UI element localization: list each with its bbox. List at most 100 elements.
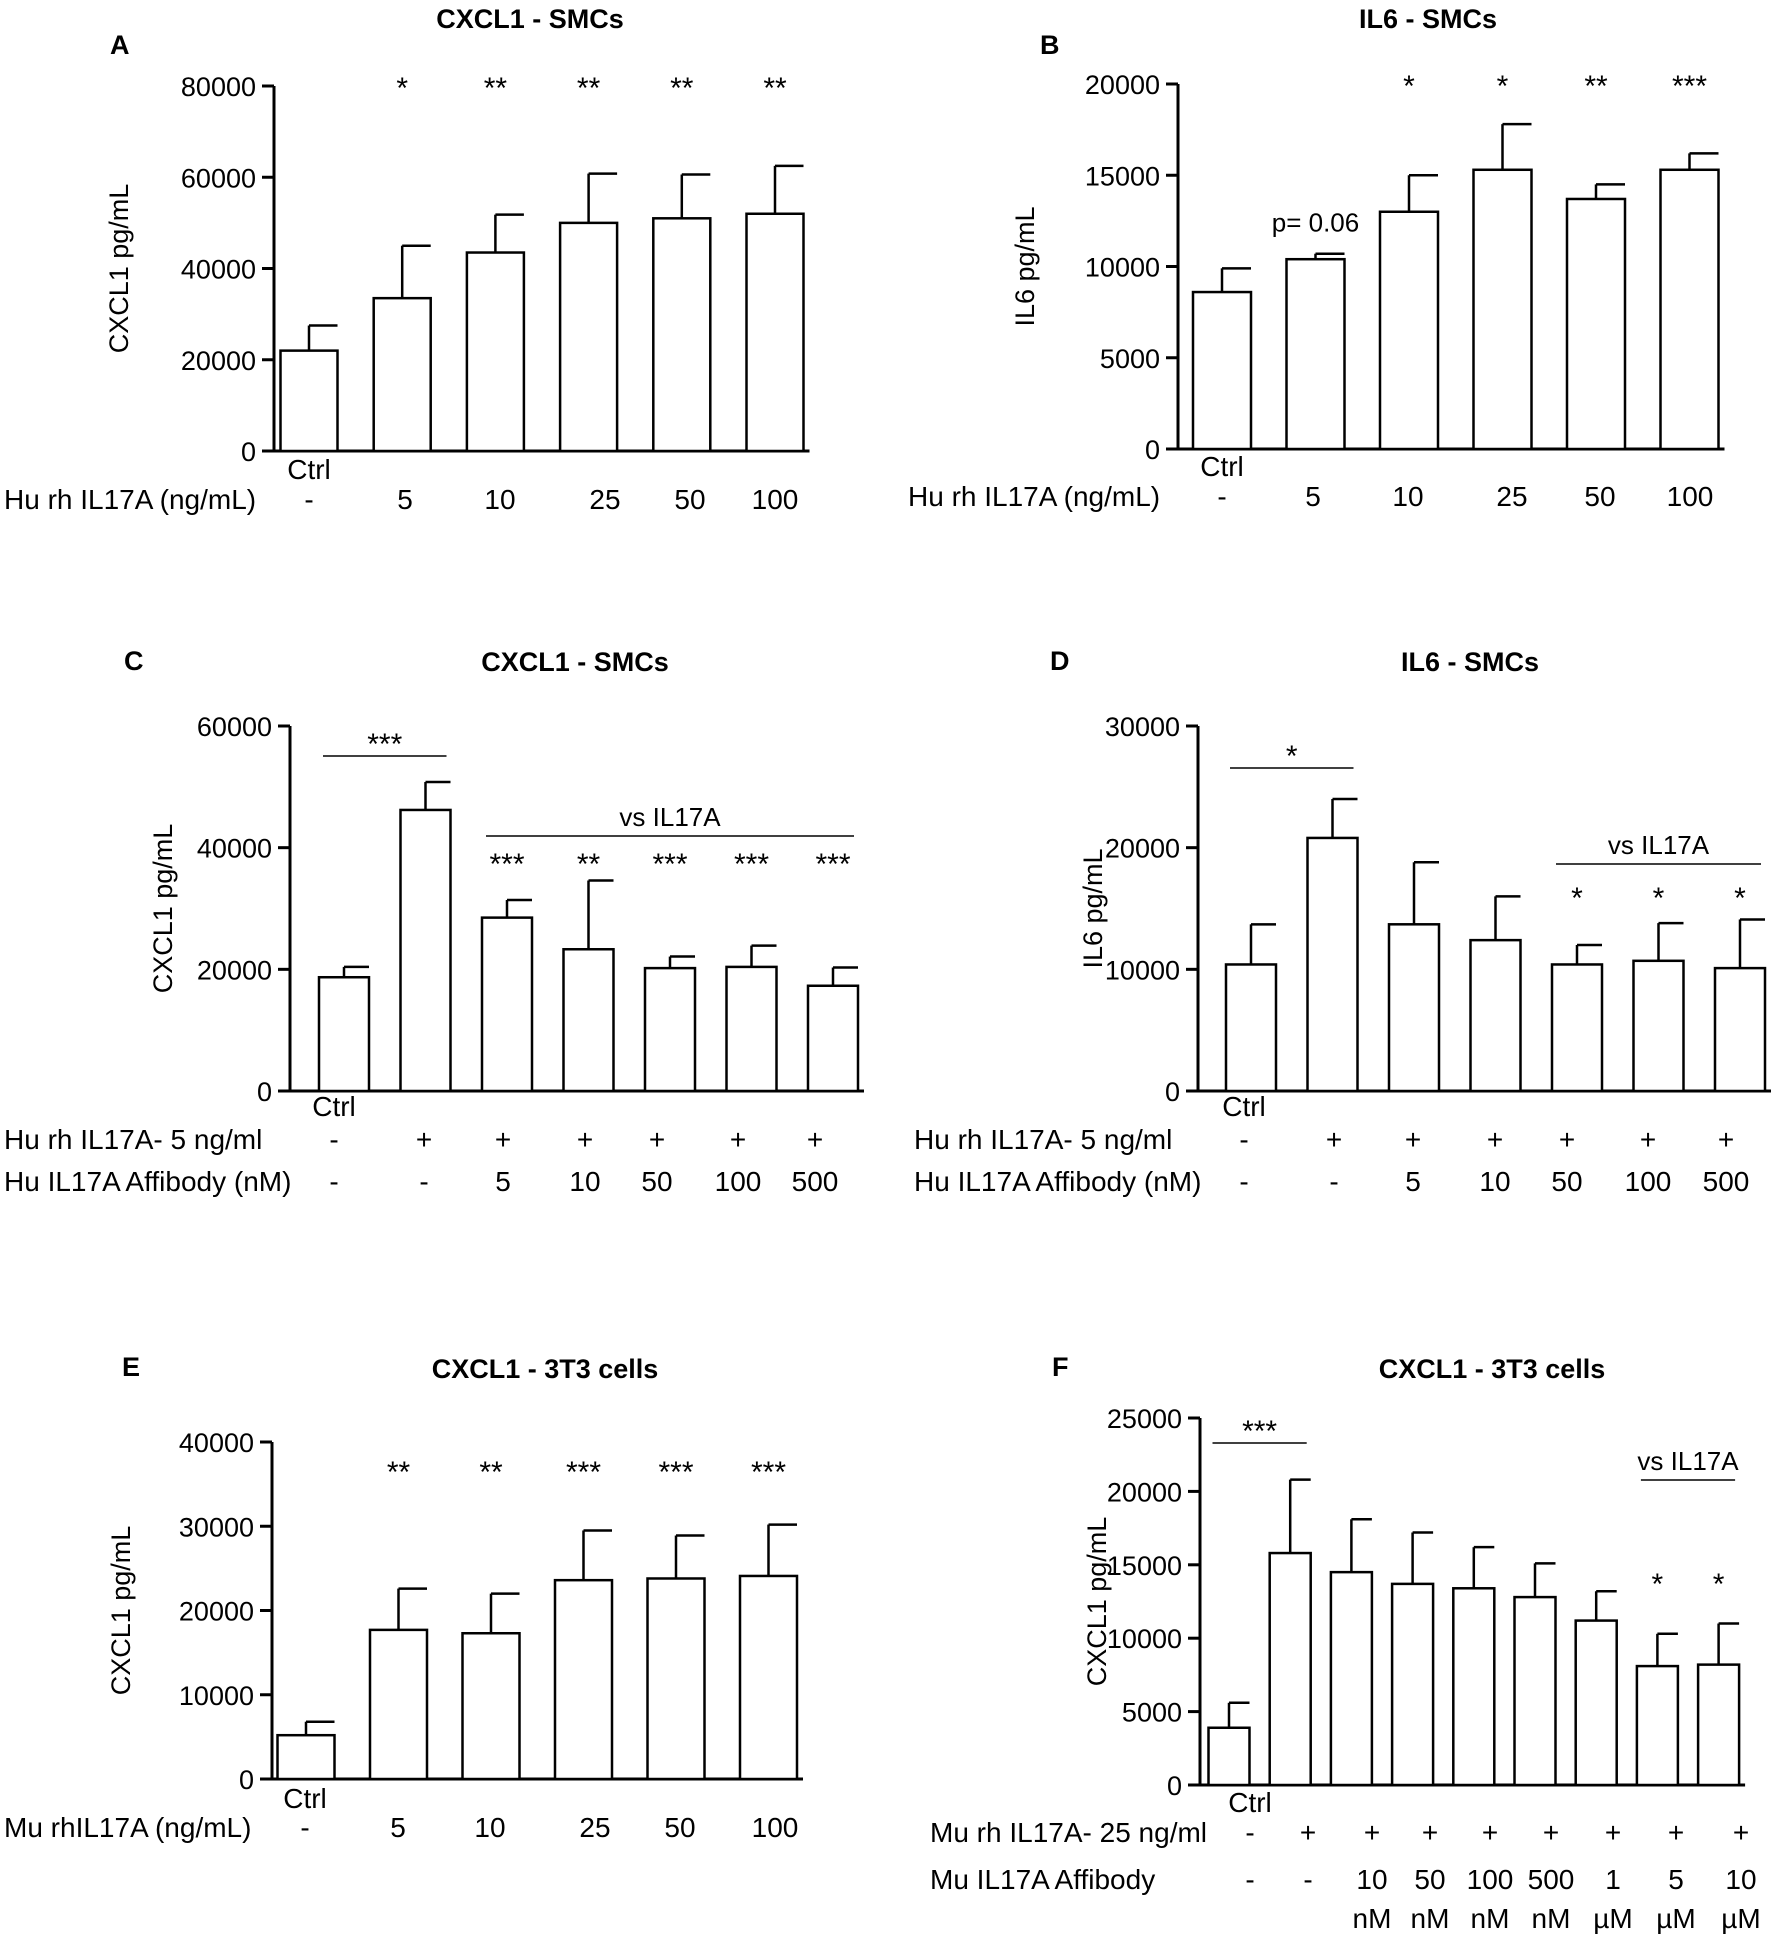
- condition-value: +: [649, 1124, 665, 1155]
- condition-value: 5: [1305, 481, 1321, 512]
- y-tick-label: 0: [1165, 1077, 1180, 1107]
- significance-mark: ***: [658, 1456, 693, 1489]
- significance-mark: *: [1734, 882, 1746, 915]
- condition-value: +: [1559, 1124, 1575, 1155]
- condition-value: -: [1245, 1817, 1254, 1848]
- bar: [1268, 1551, 1312, 1787]
- chart-title: IL6 - SMCs: [1359, 4, 1497, 34]
- condition-value: +: [1482, 1817, 1498, 1848]
- y-tick-label: 60000: [181, 163, 256, 193]
- significance-mark: ***: [815, 848, 850, 881]
- bar: [738, 1574, 799, 1781]
- ctrl-label: Ctrl: [283, 1783, 327, 1814]
- comparison-label: vs IL17A: [1608, 830, 1710, 860]
- bar: [745, 212, 805, 453]
- significance-mark: ***: [566, 1456, 601, 1489]
- condition-row-label: Hu rh IL17A- 5 ng/ml: [914, 1124, 1172, 1155]
- chart-title: CXCL1 - 3T3 cells: [1379, 1354, 1606, 1384]
- condition-value: 10: [484, 484, 515, 515]
- condition-value: 500: [1703, 1166, 1750, 1197]
- y-tick-label: 15000: [1085, 161, 1160, 191]
- bar: [1713, 966, 1767, 1093]
- bar: [1550, 963, 1604, 1093]
- y-axis-label: IL6 pg/mL: [1010, 206, 1040, 326]
- condition-value: 10: [1725, 1864, 1756, 1895]
- bar: [652, 217, 712, 453]
- condition-value: 50: [674, 484, 705, 515]
- significance-mark: **: [763, 72, 787, 105]
- condition-value: +: [1543, 1817, 1559, 1848]
- panel-letter: C: [124, 646, 144, 676]
- bar: [1632, 959, 1685, 1093]
- bar: [465, 251, 526, 453]
- condition-value: 100: [1625, 1166, 1672, 1197]
- condition-value: +: [1487, 1124, 1503, 1155]
- condition-value: 50: [664, 1812, 695, 1843]
- condition-value: +: [1422, 1817, 1438, 1848]
- ctrl-label: Ctrl: [1200, 451, 1244, 482]
- condition-value: µM: [1593, 1903, 1632, 1934]
- y-tick-label: 30000: [1105, 712, 1180, 742]
- significance-mark: *: [1713, 1568, 1725, 1601]
- condition-value: -: [304, 484, 313, 515]
- chart-title: CXCL1 - SMCs: [436, 4, 624, 34]
- condition-value: 100: [1467, 1864, 1514, 1895]
- significance-mark: ***: [489, 848, 524, 881]
- bar: [558, 221, 619, 453]
- bar: [1635, 1664, 1680, 1787]
- panel-letter: D: [1050, 646, 1070, 676]
- significance-mark: **: [577, 848, 601, 881]
- comparison-mark: ***: [1242, 1415, 1277, 1448]
- panel-a: CXCL1 - SMCs A 0 20000 40000 60000 80000 CXCL1 …: [4, 4, 810, 515]
- panel-b: IL6 - SMCs B 0 5000 10000 15000 20000 IL6 pg/mL…: [908, 4, 1725, 512]
- significance-mark: *: [396, 72, 408, 105]
- bar: [480, 916, 534, 1093]
- condition-value: +: [1605, 1817, 1621, 1848]
- condition-value: 5: [495, 1166, 511, 1197]
- significance-mark: **: [484, 72, 508, 105]
- condition-value: +: [1733, 1817, 1749, 1848]
- bar: [1513, 1595, 1557, 1787]
- ctrl-label: Ctrl: [287, 454, 331, 485]
- y-tick-label: 20000: [181, 346, 256, 376]
- significance-mark: *: [1653, 882, 1665, 915]
- bar: [725, 965, 778, 1093]
- bar: [1329, 1570, 1374, 1787]
- y-tick-label: 0: [1167, 1771, 1182, 1801]
- y-tick-label: 20000: [1085, 70, 1160, 100]
- condition-value: 5: [1405, 1166, 1421, 1197]
- y-axis-label: CXCL1 pg/mL: [1082, 1517, 1112, 1687]
- bar: [372, 296, 432, 453]
- bar: [276, 1733, 336, 1781]
- comparison-label: vs IL17A: [619, 802, 721, 832]
- bar: [1659, 168, 1720, 451]
- condition-value: 5: [390, 1812, 406, 1843]
- bar: [1285, 257, 1346, 451]
- y-tick-label: 10000: [1105, 955, 1180, 985]
- condition-row-label: Mu rh IL17A- 25 ng/ml: [930, 1817, 1207, 1848]
- panel-d: IL6 - SMCs D 0 10000 20000 30000 IL6 pg/mL * * * *…: [914, 646, 1771, 1197]
- condition-row-label: Mu rhIL17A (ng/mL): [4, 1812, 251, 1843]
- condition-value: 1: [1605, 1864, 1621, 1895]
- condition-value: 50: [1584, 481, 1615, 512]
- condition-value: +: [1718, 1124, 1734, 1155]
- condition-value: -: [329, 1166, 338, 1197]
- condition-value: +: [1668, 1817, 1684, 1848]
- y-tick-label: 0: [1145, 435, 1160, 465]
- condition-value: +: [1364, 1817, 1380, 1848]
- y-tick-label: 10000: [1085, 253, 1160, 283]
- condition-value: +: [416, 1124, 432, 1155]
- condition-value: 5: [1668, 1864, 1684, 1895]
- bar: [1696, 1663, 1741, 1787]
- y-tick-label: 10000: [1107, 1624, 1182, 1654]
- panel-e: CXCL1 - 3T3 cells E 0 10000 20000 30000 40000 C…: [4, 1352, 803, 1843]
- y-tick-label: 20000: [1105, 834, 1180, 864]
- bar: [643, 966, 697, 1093]
- significance-mark: ***: [652, 848, 687, 881]
- condition-value: nM: [1411, 1903, 1450, 1934]
- condition-value: 500: [792, 1166, 839, 1197]
- chart-title: CXCL1 - 3T3 cells: [432, 1354, 659, 1384]
- condition-value: 100: [752, 484, 799, 515]
- significance-mark: **: [670, 72, 694, 105]
- significance-mark: *: [1497, 70, 1509, 103]
